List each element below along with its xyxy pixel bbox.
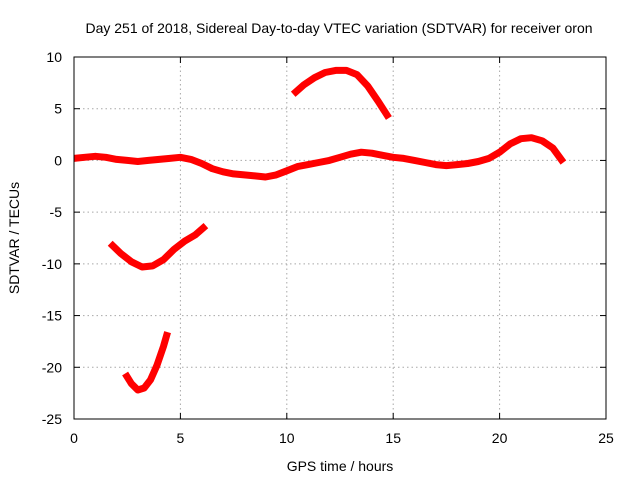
y-tick-label: 0: [54, 152, 62, 168]
axis-ticks: 0 5 10 15 20 25 -25 -20 -15 -10 -5 0 5 10: [42, 49, 614, 446]
y-tick-label: -20: [42, 359, 62, 375]
x-tick-label: 25: [598, 430, 614, 446]
x-tick-label: 20: [492, 430, 508, 446]
chart-title: Day 251 of 2018, Sidereal Day-to-day VTE…: [85, 20, 592, 36]
y-tick-label: -15: [42, 308, 62, 324]
y-tick-label: 5: [54, 101, 62, 117]
series-group: [73, 66, 567, 394]
x-tick-label: 5: [177, 430, 185, 446]
y-axis-label: SDTVAR / TECUs: [6, 182, 22, 294]
y-tick-label: -25: [42, 411, 62, 427]
series-arc-lower-2: [122, 331, 171, 394]
y-tick-label: -5: [50, 204, 63, 220]
plot-border: [73, 56, 607, 420]
x-tick-label: 10: [279, 430, 295, 446]
y-tick-label: 10: [46, 49, 62, 65]
x-tick-label: 15: [385, 430, 401, 446]
series-arc-upper: [290, 66, 392, 120]
x-tick-label: 0: [70, 430, 78, 446]
series-arc-lower-1: [107, 222, 209, 271]
y-tick-label: -10: [42, 256, 62, 272]
series-arc-main: [73, 134, 567, 181]
x-axis-label: GPS time / hours: [287, 458, 394, 474]
